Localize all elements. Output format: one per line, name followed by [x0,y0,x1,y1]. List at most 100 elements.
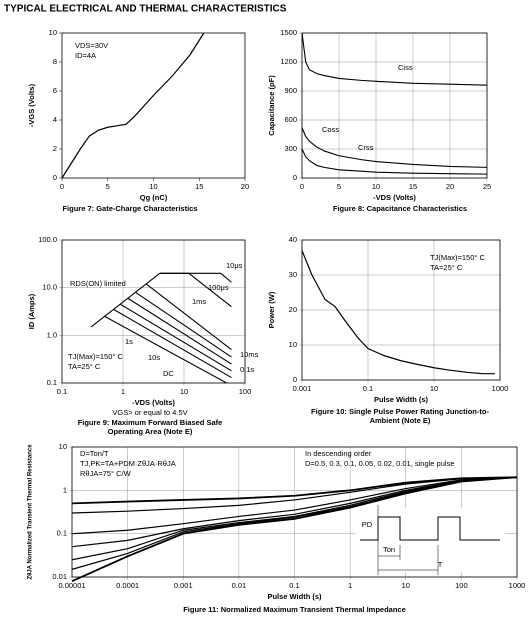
data-line [301,250,495,375]
plot-frame [61,239,246,384]
data-line [119,303,232,372]
series-label: 0.1s [240,365,254,374]
series-label: Ciss [398,63,413,72]
annotation: TA=25° C [430,263,463,272]
y-tick-label: 600 [284,115,297,124]
y-axis-label: Capacitance (pF) [267,75,276,136]
data-line [61,32,205,179]
figure-caption: Figure 10: Single Pulse Power Rating Jun… [311,407,489,425]
annotation: D=0.5, 0.3, 0.1, 0.05, 0.02, 0.01, singl… [305,459,454,468]
x-tick-label: 0 [60,182,64,191]
x-tick-label: 0.1 [57,387,67,396]
x-axis-label: -VDS (Volts) [132,398,175,407]
data-line [90,272,161,328]
chart: 0.1 1 10 100 0.1 1.0 10.0 100.0 -VDS (Volts) ID (… [27,235,259,417]
y-tick-label: 1200 [280,57,297,66]
x-tick-label: 100 [239,387,252,396]
y-tick-label: 300 [284,144,297,153]
y-tick-label: 40 [289,235,297,244]
series-label: 10μs [226,261,243,270]
x-tick-label: 1 [348,581,352,590]
y-tick-label: 20 [289,305,297,314]
x-tick-label: 10 [372,182,380,191]
plot-frame [301,239,501,381]
y-tick-label: 0 [53,173,57,182]
series-label: 10s [148,353,160,362]
annotation: RθJA=75° C/W [80,469,132,478]
x-tick-label: 20 [241,182,249,191]
figure-caption: Figure 8: Capacitance Characteristics [332,204,468,213]
x-tick-label: 0.1 [289,581,299,590]
figure-caption: Figure 11: Normalized Maximum Transient … [183,605,406,614]
figure-caption: Figure 7: Gate-Charge Characteristics [62,204,198,213]
x-tick-label: 15 [195,182,203,191]
data-line [301,32,488,86]
x-tick-label: 0.001 [174,581,193,590]
page-title: TYPICAL ELECTRICAL AND THERMAL CHARACTER… [4,4,287,15]
x-axis-label: Qg (nC) [140,193,168,202]
y-tick-label: 10.0 [42,283,57,292]
x-tick-label: 1000 [492,384,509,393]
y-tick-label: 0.1 [47,378,57,387]
series-label: 1s [125,337,133,346]
figure-caption: Figure 9: Maximum Forward Biased Safe Op… [77,418,223,436]
series-label: 100μs [208,283,229,292]
annotation: D=Ton/T [80,449,109,458]
y-tick-label: 1500 [280,28,297,37]
y-axis-label: ZθJA Normalized Transient Thermal Resist… [28,444,34,580]
y-tick-label: 0.01 [52,572,67,581]
x-tick-label: 0.1 [363,384,373,393]
x-tick-label: 1 [121,387,125,396]
plot-frame [61,32,246,179]
annotation: In descending order [305,449,372,458]
y-tick-label: 10 [49,28,57,37]
x-tick-label: 1000 [509,581,526,590]
x-tick-label: 25 [483,182,491,191]
data-line [113,308,232,379]
x-tick-label: 10 [402,581,410,590]
x-tick-label: 5 [337,182,341,191]
y-tick-label: 1.0 [47,330,57,339]
annotation: TJ(Max)=150° C [68,352,123,361]
x-tick-label: 10 [430,384,438,393]
x-tick-label: 0.001 [293,384,312,393]
annotation: Ton [383,545,395,554]
annotation: VDS=30V [75,41,108,50]
series-label: Coss [322,125,339,134]
data-line [127,297,232,365]
annotation: VGS> or equal to 4.5V [112,408,187,417]
y-tick-label: 10 [59,442,67,451]
y-axis-label: ID (Amps) [27,293,36,329]
x-axis-label: -VDS (Volts) [373,193,416,202]
data-line [71,476,518,583]
chart: 0 5 10 15 20 25 0 300 600 900 1200 1500 -VDS (Volts)… [267,28,491,202]
y-axis-label: -VGS (Volts) [27,83,36,127]
x-axis-label: Pulse Width (s) [374,395,429,404]
data-line [145,283,232,351]
data-line [71,476,518,561]
data-line [71,476,518,505]
y-axis-label: Power (W) [267,291,276,328]
plot-frame [301,32,488,179]
y-tick-label: 6 [53,86,57,95]
annotation: TJ,PK=TA+PDM·ZθJA·RθJA [80,459,176,468]
x-tick-label: 10 [149,182,157,191]
y-tick-label: 2 [53,144,57,153]
x-tick-label: 0.00001 [58,581,85,590]
chart: 0.001 0.1 10 1000 0 10 20 30 40 Pulse Width (s) Po… [267,235,508,404]
annotation: PD [362,520,373,529]
annotation: T [438,560,443,569]
annotation: TA=25° C [68,362,101,371]
data-line [159,272,232,308]
x-tick-label: 15 [409,182,417,191]
data-line [135,291,232,358]
series-label: Crss [358,143,374,152]
data-line [104,315,227,384]
x-axis-label: Pulse Width (s) [267,592,322,601]
x-tick-label: 100 [455,581,468,590]
y-tick-label: 1 [63,485,67,494]
series-label: RDS(ON) limited [70,279,126,288]
annotation: TJ(Max)=150° C [430,253,485,262]
